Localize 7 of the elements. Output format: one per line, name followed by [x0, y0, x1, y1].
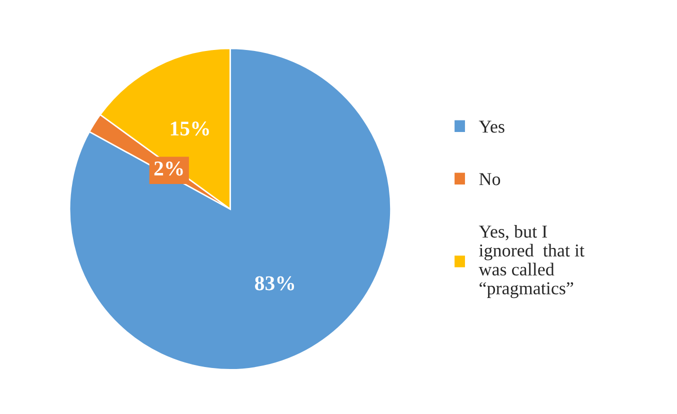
- legend-label: No: [479, 173, 500, 186]
- legend-label: Yes: [478, 120, 504, 133]
- pie-slice: [68, 48, 392, 370]
- legend-label: Yes, but I ignored that it was called “pragmatics”: [478, 225, 584, 298]
- data-label: 15%: [170, 122, 209, 136]
- data-label: 2%: [154, 161, 183, 176]
- data-label: 83%: [255, 276, 294, 290]
